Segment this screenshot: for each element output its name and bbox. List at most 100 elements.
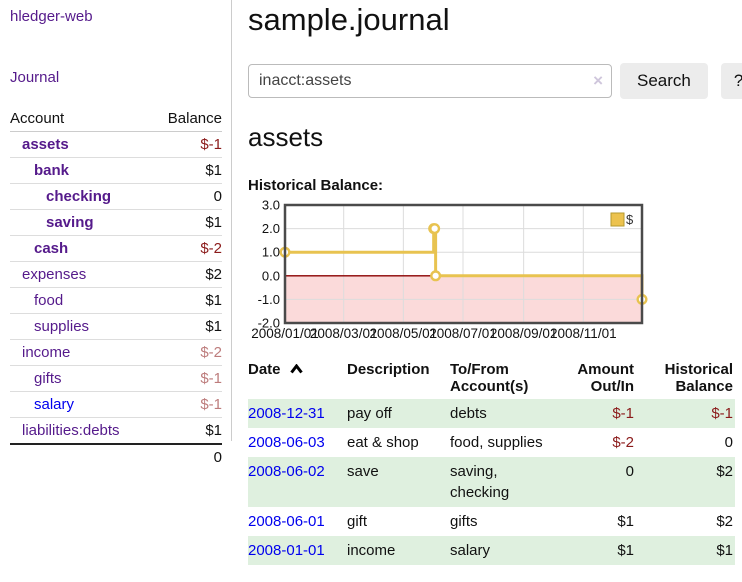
svg-text:2008/03/01: 2008/03/01 — [310, 326, 378, 341]
account-row-checking: checking 0 — [10, 183, 222, 210]
date-header: Date — [248, 357, 347, 399]
search-input[interactable] — [248, 64, 612, 98]
transaction-date-link[interactable]: 2008-12-31 — [248, 405, 325, 422]
transaction-description: income — [347, 536, 450, 565]
sidebar-divider — [231, 0, 232, 441]
transaction-date-link[interactable]: 2008-06-02 — [248, 463, 325, 480]
app-title: hledger-web — [10, 8, 222, 25]
search-box: × — [248, 64, 612, 98]
transaction-description: save — [347, 457, 450, 507]
transaction-date-link[interactable]: 2008-06-03 — [248, 434, 325, 451]
transaction-amount: 0 — [557, 457, 642, 507]
account-link-expenses[interactable]: expenses — [22, 266, 87, 283]
transaction-description: pay off — [347, 399, 450, 428]
account-link-food[interactable]: food — [34, 292, 64, 309]
account-page-title: assets — [248, 122, 324, 152]
register-row: 2008-06-03 eat & shop food, supplies $-2… — [248, 428, 735, 457]
register-row: 2008-01-01 income salary $1 $1 — [248, 536, 735, 565]
account-row-saving: saving $1 — [10, 209, 222, 236]
account-balance: 0 — [151, 183, 222, 210]
account-link-gifts[interactable]: gifts — [34, 370, 62, 387]
account-balance: $1 — [151, 313, 222, 340]
account-balance: $1 — [151, 157, 222, 184]
accounts-total-row: 0 — [10, 443, 222, 470]
transaction-amount: $1 — [557, 536, 642, 565]
historical-balance-chart: $3.0 2.0 1.0 0.0 -1.0 -2.0 2008/01/01 2008/03/0… — [248, 198, 742, 341]
account-balance: $2 — [151, 261, 222, 288]
search-form: × Search ? — [248, 63, 742, 99]
transaction-description: gift — [347, 513, 368, 530]
account-row-expenses: expenses $2 — [10, 261, 222, 288]
app-title-link[interactable]: hledger-web — [10, 8, 93, 25]
transaction-balance: $2 — [642, 457, 735, 507]
svg-text:$: $ — [626, 212, 634, 227]
account-link-salary[interactable]: salary — [34, 396, 75, 413]
register-table: Date Description To/From Account(s) Amou… — [248, 357, 735, 565]
svg-text:-2.0: -2.0 — [258, 316, 280, 331]
page-title: sample.journal — [248, 2, 450, 37]
svg-text:2008/11/01: 2008/11/01 — [550, 326, 617, 341]
balance-column-header: Balance — [151, 106, 222, 132]
account-link-bank[interactable]: bank — [34, 162, 70, 179]
account-row-salary: salary $-1 — [10, 391, 222, 418]
transaction-accounts: food, supplies — [450, 434, 543, 451]
chart-title: Historical Balance: — [248, 177, 384, 194]
account-row-supplies: supplies $1 — [10, 313, 222, 340]
svg-text:2008/05/01: 2008/05/01 — [370, 326, 438, 341]
transaction-accounts: debts — [450, 399, 557, 428]
app-layout: hledger-web Journal Account Balance asse… — [0, 0, 742, 565]
amount-header: Amount Out/In — [577, 361, 634, 395]
journal-link[interactable]: Journal — [10, 69, 60, 86]
accounts-total: 0 — [151, 443, 222, 470]
account-balance: $-2 — [151, 339, 222, 366]
transaction-date-link[interactable]: 2008-06-01 — [248, 513, 325, 530]
svg-text:0.0: 0.0 — [262, 268, 280, 283]
account-balance: $1 — [151, 417, 222, 444]
account-link-checking[interactable]: checking — [46, 188, 112, 205]
account-link-saving[interactable]: saving — [46, 214, 94, 231]
account-row-liabilities-debts: liabilities:debts $1 — [10, 417, 222, 444]
sort-ascending-icon — [289, 361, 303, 378]
transaction-balance: $2 — [716, 513, 733, 530]
transaction-amount: $1 — [617, 513, 634, 530]
help-button[interactable]: ? — [720, 63, 742, 99]
journal-nav: Journal — [10, 69, 222, 86]
clear-search-icon[interactable]: × — [593, 71, 603, 90]
transaction-accounts: saving, checking — [450, 457, 557, 507]
account-row-assets: assets $-1 — [10, 132, 222, 158]
account-balance: $1 — [151, 209, 222, 236]
accounts-header: To/From Account(s) — [450, 361, 529, 395]
account-link-liabilities-debts[interactable]: liabilities:debts — [22, 422, 120, 439]
balance-header: Historical Balance — [664, 361, 733, 395]
accounts-table: Account Balance assets $-1 bank $1 check… — [10, 106, 222, 470]
transaction-balance: 0 — [724, 434, 733, 451]
svg-text:2.0: 2.0 — [262, 221, 280, 236]
transaction-amount: $-2 — [612, 434, 634, 451]
account-row-bank: bank $1 — [10, 157, 222, 184]
account-link-income[interactable]: income — [22, 344, 71, 361]
account-link-supplies[interactable]: supplies — [34, 318, 90, 335]
account-balance: $1 — [151, 287, 222, 314]
account-balance: $-1 — [151, 391, 222, 418]
register-header-row: Date Description To/From Account(s) Amou… — [248, 357, 735, 399]
transaction-date-link[interactable]: 2008-01-01 — [248, 542, 325, 559]
description-header: Description — [347, 361, 430, 378]
transaction-accounts: salary — [450, 536, 557, 565]
svg-text:1.0: 1.0 — [262, 245, 280, 260]
account-balance: $-1 — [200, 136, 222, 153]
svg-text:2008/09/01: 2008/09/01 — [490, 326, 558, 341]
account-link-assets[interactable]: assets — [22, 136, 69, 153]
account-row-gifts: gifts $-1 — [10, 365, 222, 392]
svg-text:2008/01/01: 2008/01/01 — [251, 326, 319, 341]
account-row-cash: cash $-2 — [10, 235, 222, 262]
register-row: 2008-06-02 save saving, checking 0 $2 — [248, 457, 735, 507]
account-balance: $-1 — [151, 365, 222, 392]
svg-text:2008/07/01: 2008/07/01 — [429, 326, 497, 341]
date-sort-link[interactable]: Date — [248, 361, 303, 378]
register-row: 2008-06-01 gift gifts $1 $2 — [248, 507, 735, 536]
search-button[interactable]: Search — [620, 63, 708, 99]
transaction-description: eat & shop — [347, 434, 419, 451]
account-row-income: income $-2 — [10, 339, 222, 366]
sidebar: hledger-web Journal Account Balance asse… — [0, 0, 232, 565]
account-link-cash[interactable]: cash — [34, 240, 69, 257]
